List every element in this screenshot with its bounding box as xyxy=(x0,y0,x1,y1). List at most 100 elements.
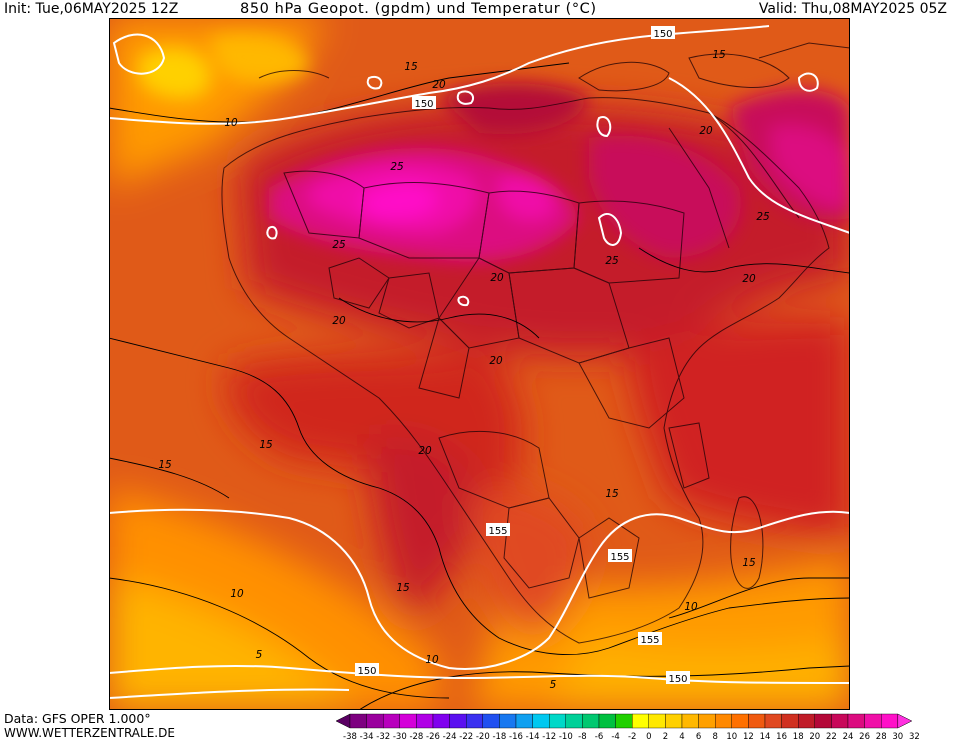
geopotential-label: 150 xyxy=(666,671,690,685)
colorbar-cell xyxy=(665,713,683,729)
colorbar-cell xyxy=(781,713,799,729)
colorbar-cell xyxy=(532,713,550,729)
temperature-colorbar: -38 -34 -32 -30 -28 -26 -24 -22 -20 -18 -16 -14 -12-… xyxy=(335,713,920,741)
temperature-label: 15 xyxy=(742,557,756,569)
colorbar-tick-label: -12 xyxy=(542,732,556,741)
svg-text:150: 150 xyxy=(653,29,672,40)
geopotential-label: 150 xyxy=(355,663,379,677)
colorbar-tick-label: 14 xyxy=(760,732,771,741)
colorbar-tick-label: -22 xyxy=(459,732,473,741)
temperature-label: 10 xyxy=(224,117,238,129)
temperature-label: 20 xyxy=(699,125,713,137)
colorbar-arrow-low xyxy=(335,713,351,729)
temperature-label: 15 xyxy=(404,61,418,73)
colorbar-cell xyxy=(648,713,666,729)
colorbar-tick-label: -30 xyxy=(393,732,407,741)
temperature-label: 20 xyxy=(742,273,756,285)
colorbar-tick-label: -10 xyxy=(559,732,573,741)
colorbar-cell xyxy=(748,713,766,729)
svg-text:150: 150 xyxy=(357,666,376,677)
colorbar-tick-label: -16 xyxy=(509,732,523,741)
chart-title: 850 hPa Geopot. (gpdm) und Temperatur (°… xyxy=(240,1,597,17)
colorbar-cell xyxy=(731,713,749,729)
colorbar-cell xyxy=(499,713,517,729)
temperature-label: 5 xyxy=(550,679,557,691)
init-time: Init: Tue,06MAY2025 12Z xyxy=(4,1,179,17)
temperature-label: 20 xyxy=(489,355,503,367)
colorbar-tick-label: 6 xyxy=(696,732,701,741)
colorbar-cell xyxy=(449,713,467,729)
colorbar-cell xyxy=(432,713,450,729)
temperature-label: 10 xyxy=(425,654,439,666)
colorbar-tick-label: -26 xyxy=(426,732,440,741)
colorbar-cell xyxy=(465,713,483,729)
svg-text:150: 150 xyxy=(414,99,433,110)
colorbar-cell xyxy=(814,713,832,729)
temperature-contours xyxy=(109,62,850,710)
colorbar-cell xyxy=(698,713,716,729)
colorbar-tick-label: 2 xyxy=(663,732,668,741)
temperature-label: 10 xyxy=(230,588,244,600)
colorbar-tick-label: 26 xyxy=(859,732,870,741)
colorbar-tick-label: 10 xyxy=(726,732,737,741)
data-source: Data: GFS OPER 1.000° xyxy=(4,711,151,726)
colorbar-tick-label: -18 xyxy=(492,732,506,741)
temperature-label: 20 xyxy=(432,79,446,91)
geopotential-labels: 150 150 155 155 155 150 150 xyxy=(355,26,690,685)
colorbar-cell xyxy=(399,713,417,729)
colorbar-cell xyxy=(383,713,401,729)
temperature-label: 15 xyxy=(712,49,726,61)
colorbar-tick-label: 20 xyxy=(809,732,820,741)
colorbar-cell xyxy=(565,713,583,729)
temperature-labels: 10 15 20 25 25 25 20 20 20 25 20 20 15 1… xyxy=(158,49,770,691)
colorbar-cell xyxy=(615,713,633,729)
temperature-label: 20 xyxy=(490,272,504,284)
colorbar-tick-label: 28 xyxy=(876,732,887,741)
colorbar-tick-label: 32 xyxy=(909,732,920,741)
colorbar-cell xyxy=(764,713,782,729)
colorbar-tick-label: -34 xyxy=(360,732,374,741)
geopotential-label: 150 xyxy=(651,26,675,40)
colorbar-cell xyxy=(798,713,816,729)
coastline-borders xyxy=(221,42,850,644)
colorbar-tick-label: -20 xyxy=(476,732,490,741)
colorbar-tick-label: -2 xyxy=(628,732,636,741)
colorbar-cell xyxy=(349,713,367,729)
colorbar-cell xyxy=(515,713,533,729)
colorbar-cell xyxy=(366,713,384,729)
colorbar-tick-label: 12 xyxy=(743,732,754,741)
temperature-label: 25 xyxy=(390,161,404,173)
temperature-label: 25 xyxy=(605,255,619,267)
temperature-field xyxy=(109,18,850,710)
geopotential-label: 155 xyxy=(608,549,632,563)
colorbar-tick-label: -14 xyxy=(526,732,540,741)
colorbar-tick-label: 22 xyxy=(826,732,837,741)
geopotential-label: 150 xyxy=(412,96,436,110)
colorbar-arrow-high xyxy=(897,713,913,729)
weather-map: 150 150 155 155 155 150 150 10 15 20 25 … xyxy=(109,18,850,710)
svg-text:155: 155 xyxy=(610,552,629,563)
colorbar-cell xyxy=(864,713,882,729)
colorbar-tick-label: 4 xyxy=(679,732,684,741)
temperature-label: 10 xyxy=(684,601,698,613)
colorbar-cell xyxy=(598,713,616,729)
colorbar-tick-label: 16 xyxy=(776,732,787,741)
colorbar-cell xyxy=(715,713,733,729)
colorbar-cell xyxy=(582,713,600,729)
geopotential-label: 155 xyxy=(638,632,662,646)
temperature-label: 25 xyxy=(756,211,770,223)
geopotential-label: 155 xyxy=(486,523,510,537)
colorbar-cell xyxy=(548,713,566,729)
temperature-label: 15 xyxy=(605,488,619,500)
colorbar-cell xyxy=(831,713,849,729)
colorbar-cell xyxy=(632,713,650,729)
temperature-label: 15 xyxy=(158,459,172,471)
colorbar-cell xyxy=(847,713,865,729)
svg-text:155: 155 xyxy=(640,635,659,646)
colorbar-cell xyxy=(482,713,500,729)
colorbar-tick-label: -8 xyxy=(578,732,586,741)
valid-time: Valid: Thu,08MAY2025 05Z xyxy=(758,1,947,17)
website: WWW.WETTERZENTRALE.DE xyxy=(4,726,175,740)
svg-text:155: 155 xyxy=(488,526,507,537)
colorbar-tick-label: -28 xyxy=(409,732,423,741)
